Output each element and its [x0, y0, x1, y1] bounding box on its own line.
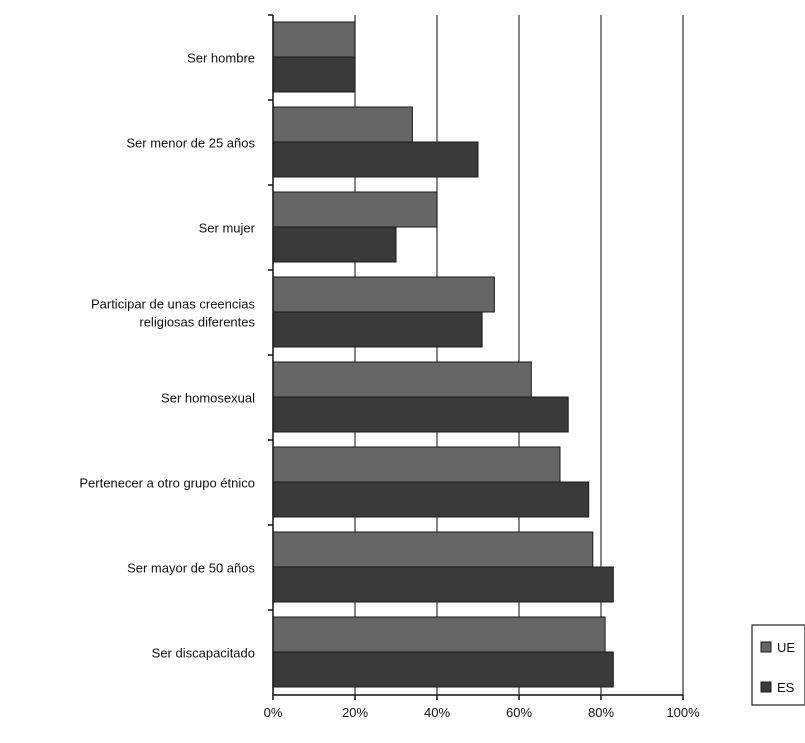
bar-es [272, 141, 479, 178]
bar-es [272, 651, 614, 688]
bar-es [272, 481, 590, 518]
category-label: Ser homosexual [161, 391, 255, 406]
legend: UE ES [751, 624, 805, 706]
x-tick-label: 20% [342, 705, 368, 720]
bars [272, 21, 614, 688]
x-tick-label: 100% [666, 705, 700, 720]
bar-ue [272, 531, 594, 568]
axes [268, 14, 684, 700]
x-tick-label: 80% [588, 705, 614, 720]
legend-swatch-ue [760, 641, 772, 653]
bar-es [272, 396, 569, 433]
category-label: Participar de unas creencias religiosas d… [91, 297, 256, 330]
bar-ue [272, 361, 532, 398]
bar-ue [272, 446, 561, 483]
x-tick-label: 40% [424, 705, 450, 720]
legend-label-ue: UE [777, 640, 795, 655]
category-label: Ser mayor de 50 años [127, 561, 255, 576]
x-tick-label: 60% [506, 705, 532, 720]
category-label: Ser mujer [199, 221, 256, 236]
bar-es [272, 311, 483, 348]
bar-ue [272, 276, 495, 313]
bar-ue [272, 191, 438, 228]
category-label: Ser hombre [187, 51, 255, 66]
x-tick-label: 0% [264, 705, 283, 720]
legend-label-es: ES [777, 680, 795, 695]
category-label: Pertenecer a otro grupo étnico [79, 476, 255, 491]
category-label: Ser discapacitado [152, 646, 255, 661]
x-tick-labels: 0% 20% 40% 60% 80% 100% [264, 705, 700, 720]
bar-es [272, 56, 356, 93]
bar-ue [272, 106, 413, 143]
legend-swatch-es [760, 681, 772, 693]
category-labels: Ser hombre Ser menor de 25 años Ser mujer P… [79, 51, 255, 661]
bar-ue [272, 616, 606, 653]
bar-es [272, 226, 397, 263]
bar-es [272, 566, 614, 603]
category-label: Ser menor de 25 años [126, 136, 255, 151]
bar-ue [272, 21, 356, 58]
